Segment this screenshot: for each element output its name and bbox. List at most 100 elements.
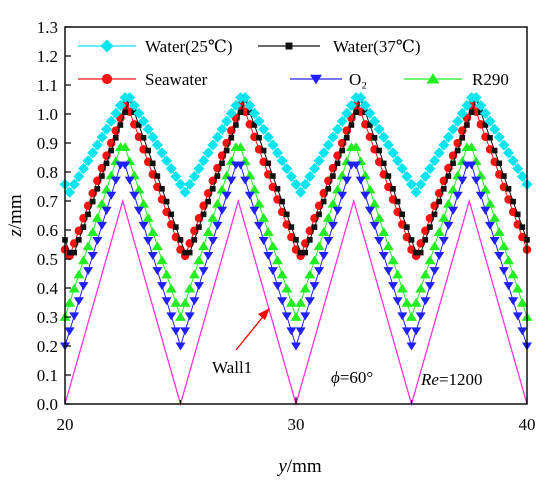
data-point-s3-85: [452, 191, 463, 200]
data-point-s4-55: [313, 241, 325, 251]
data-point-s3-98: [512, 312, 523, 321]
legend-marker-3: [310, 74, 322, 85]
data-point-s0-74: [401, 171, 413, 183]
y-tick-label-2: 0.2: [37, 337, 58, 356]
data-point-s0-68: [373, 123, 385, 135]
data-point-s0-11: [110, 107, 122, 119]
data-point-s0-34: [216, 123, 228, 135]
data-point-s3-7: [92, 236, 103, 245]
data-point-s1-62: [348, 122, 355, 128]
data-point-s0-17: [138, 115, 150, 127]
data-point-s3-17: [138, 221, 149, 230]
legend: Water(25℃) Water(37℃) Seawater O₂ R290: [78, 37, 509, 89]
data-point-s4-38: [235, 142, 247, 152]
data-point-s3-71: [388, 282, 399, 291]
series-1: [62, 96, 530, 256]
data-point-s1-44: [265, 160, 272, 167]
data-point-s1-30: [200, 211, 207, 218]
data-point-s1-53: [307, 237, 313, 243]
data-point-s3-28: [189, 297, 200, 306]
data-point-s1-77: [417, 249, 424, 256]
data-point-s1-61: [344, 134, 350, 141]
y-tick-label-10: 1.0: [37, 105, 58, 124]
data-point-s1-57: [325, 186, 332, 192]
data-point-s0-6: [87, 147, 99, 159]
data-point-s4-98: [512, 283, 524, 293]
data-point-s4-77: [415, 283, 427, 293]
data-point-s1-67: [371, 134, 378, 141]
data-point-s4-43: [258, 212, 270, 222]
data-point-s1-99: [519, 224, 526, 230]
data-point-s0-53: [304, 171, 316, 183]
data-point-s0-40: [244, 100, 256, 112]
legend-item-3: O₂: [290, 70, 367, 89]
data-point-s0-87: [461, 100, 473, 112]
data-point-s1-2: [71, 249, 78, 256]
x-axis-label: y/mm: [276, 456, 321, 477]
data-point-s3-5: [83, 267, 94, 276]
data-point-s1-60: [339, 147, 345, 154]
data-point-s0-9: [101, 123, 113, 135]
data-point-s3-23: [166, 312, 177, 321]
data-point-s4-51: [295, 297, 307, 307]
data-point-s0-55: [313, 155, 325, 167]
data-point-s3-46: [272, 282, 283, 291]
data-point-s3-69: [378, 252, 389, 261]
data-point-s3-83: [443, 221, 454, 230]
data-point-s1-7: [94, 186, 101, 192]
data-point-s1-46: [274, 186, 281, 192]
annotation-re: Re=1200: [420, 370, 483, 389]
data-point-s3-80: [429, 267, 440, 276]
data-point-s0-48: [281, 163, 293, 175]
data-point-s0-95: [498, 139, 510, 151]
data-point-s0-19: [147, 131, 159, 143]
data-point-s4-93: [489, 212, 501, 222]
data-point-s4-53: [304, 269, 316, 279]
data-point-s3-65: [360, 191, 371, 200]
data-point-s3-47: [277, 297, 288, 306]
data-point-s4-67: [369, 198, 381, 208]
data-point-s4-95: [498, 241, 510, 251]
data-point-s0-56: [318, 147, 330, 159]
data-point-s0-90: [475, 100, 487, 112]
data-point-s3-93: [489, 236, 500, 245]
data-point-s1-83: [445, 173, 452, 179]
data-point-s4-57: [322, 212, 334, 222]
legend-marker-0: [100, 39, 114, 53]
data-point-s3-70: [383, 267, 394, 276]
data-point-s1-26: [182, 249, 188, 256]
data-point-s4-94: [493, 227, 505, 236]
data-point-s4-13: [119, 142, 131, 152]
data-point-s1-40: [247, 109, 253, 116]
data-point-s4-91: [479, 184, 491, 194]
data-point-s1-22: [163, 198, 170, 205]
data-point-s1-12: [117, 122, 124, 128]
data-point-s1-88: [468, 109, 475, 116]
data-point-s4-22: [161, 269, 173, 279]
data-point-s4-66: [364, 184, 376, 194]
data-point-s0-18: [142, 123, 154, 135]
data-point-s0-54: [308, 163, 320, 175]
data-point-s3-55: [314, 267, 325, 276]
data-point-s0-50: [290, 178, 302, 190]
data-point-s3-25: [175, 342, 186, 351]
data-point-s4-82: [438, 212, 450, 222]
data-point-s0-69: [378, 131, 390, 143]
data-point-s1-41: [251, 122, 258, 128]
data-point-s1-85: [454, 147, 461, 154]
data-point-s0-12: [114, 100, 126, 112]
data-point-s4-73: [396, 283, 408, 293]
data-point-s0-75: [406, 178, 417, 190]
data-point-s4-97: [507, 269, 519, 279]
data-point-s1-16: [136, 122, 142, 128]
data-point-s1-81: [436, 198, 443, 205]
data-point-s4-52: [299, 283, 311, 293]
data-point-s3-61: [341, 176, 352, 185]
data-point-s3-11: [110, 176, 121, 185]
data-point-s4-32: [207, 212, 219, 222]
data-point-s3-3: [73, 297, 84, 306]
data-point-s1-59: [334, 160, 341, 167]
data-point-s0-64: [355, 92, 367, 104]
y-tick-label-11: 1.1: [37, 76, 58, 95]
data-point-s1-10: [108, 147, 114, 154]
